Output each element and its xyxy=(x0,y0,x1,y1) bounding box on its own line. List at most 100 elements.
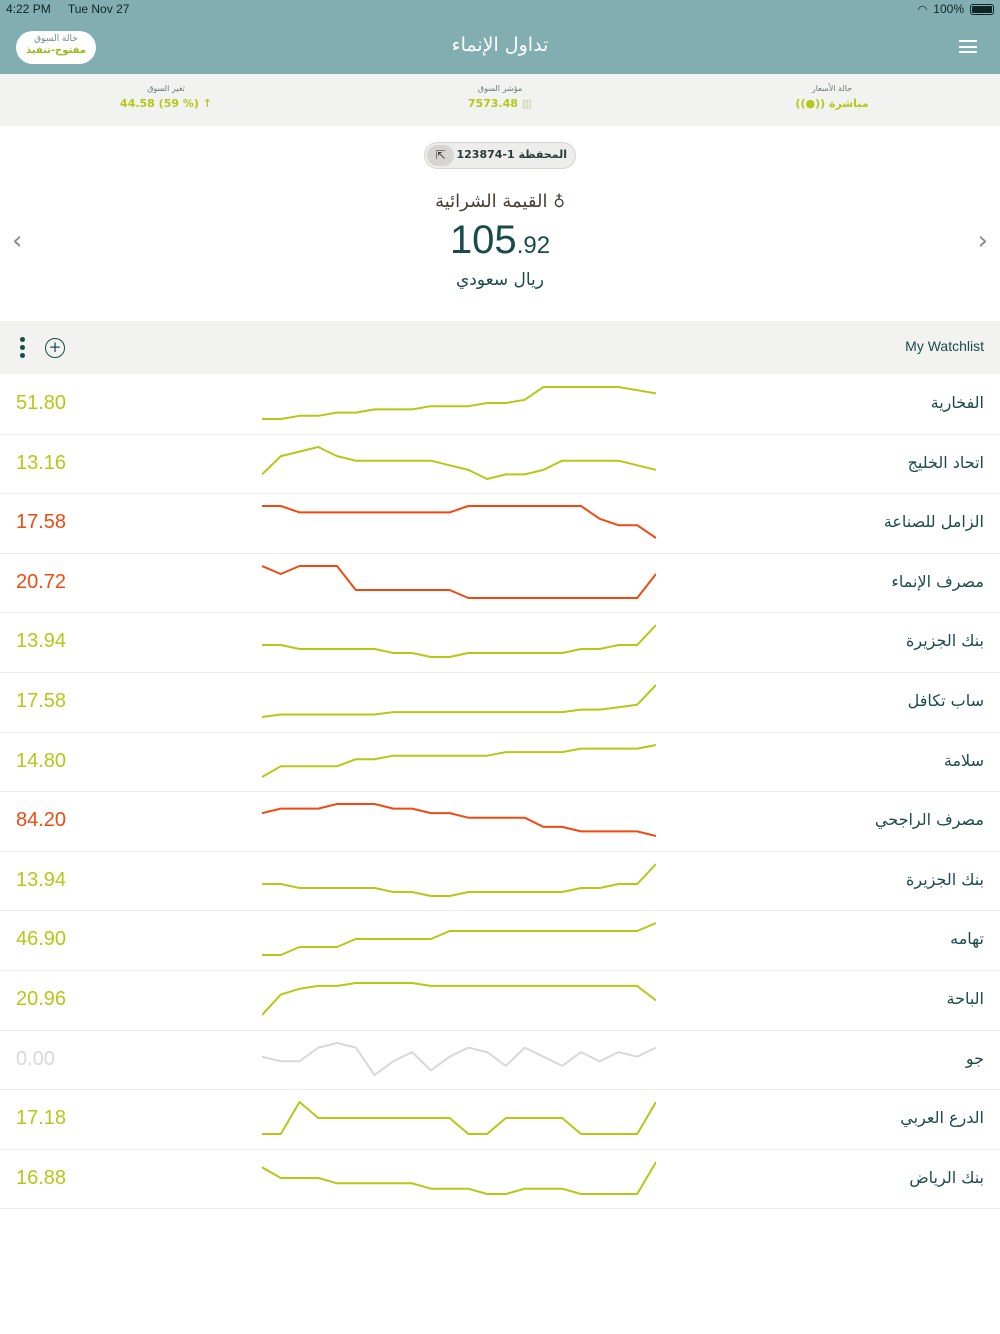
purchase-value-integer: 105 xyxy=(449,218,517,262)
market-status-pill[interactable]: حالة السوق مفتوح-تنفيذ xyxy=(16,31,96,64)
row-symbol-name: بنك الرياض xyxy=(909,1167,984,1187)
row-sparkline xyxy=(262,1041,656,1076)
status-time: 4:22 PM xyxy=(6,2,51,16)
row-sparkline xyxy=(262,803,656,838)
row-price: 13.94 xyxy=(16,630,67,653)
watchlist-row[interactable]: 13.94 بنك الجزيرة xyxy=(0,852,1000,912)
row-price: 13.16 xyxy=(16,451,67,474)
row-sparkline xyxy=(262,1161,656,1195)
market-status-value: مفتوح-تنفيذ xyxy=(26,45,86,56)
price-status-value: مباشرة xyxy=(828,97,869,110)
purchase-value-decimal: .92 xyxy=(516,232,551,259)
row-sparkline xyxy=(262,1101,656,1136)
sparkline-series xyxy=(262,386,656,420)
battery-percent: 100% xyxy=(933,2,964,16)
watchlist-row[interactable]: 13.16 اتحاد الخليج xyxy=(0,435,1000,495)
chevron-right-icon[interactable]: › xyxy=(977,226,988,256)
row-sparkline xyxy=(262,445,656,480)
price-status: حالة الأسعار ((●)) مباشرة xyxy=(752,84,912,110)
sparkline-series xyxy=(262,445,656,480)
row-symbol-name: جو xyxy=(965,1048,984,1068)
watchlist-row[interactable]: 17.58 ساب تكافل xyxy=(0,673,1000,733)
row-symbol-name: تهامه xyxy=(950,929,984,949)
watchlist-row[interactable]: 13.94 بنك الجزيرة xyxy=(0,613,1000,673)
sparkline-series xyxy=(262,803,656,838)
row-sparkline xyxy=(262,743,656,778)
sparkline-series xyxy=(262,981,656,1016)
sparkline-series xyxy=(262,564,656,599)
sparkline-series xyxy=(262,743,656,778)
watchlist-row[interactable]: 0.00 جو xyxy=(0,1031,1000,1091)
add-icon[interactable]: + xyxy=(45,338,65,358)
watchlist-row[interactable]: 84.20 مصرف الراجحي xyxy=(0,792,1000,852)
row-symbol-name: سلامة xyxy=(943,750,984,770)
watchlist-row[interactable]: 46.90 تهامه xyxy=(0,911,1000,971)
watchlist-title: My Watchlist xyxy=(905,338,984,354)
market-change-value: 44.58 (59 %) xyxy=(120,97,199,110)
row-price: 17.18 xyxy=(16,1107,67,1130)
sparkline-series xyxy=(262,684,656,718)
external-link-icon[interactable]: ⇱ xyxy=(427,145,454,166)
market-change: تغير السوق 44.58 (59 %) ↑ xyxy=(86,84,246,110)
row-sparkline xyxy=(262,684,656,718)
portfolio-label: المحفظة 1-123874 xyxy=(456,148,567,161)
sparkline-series xyxy=(262,505,656,540)
row-price: 17.58 xyxy=(16,689,67,712)
watchlist-row[interactable]: 51.80 الفخارية xyxy=(0,375,1000,435)
row-sparkline xyxy=(262,564,656,599)
status-bar-left: 4:22 PM Tue Nov 27 xyxy=(6,2,143,16)
sparkline-series xyxy=(262,1041,656,1076)
money-bag-icon: ♁ xyxy=(553,192,565,211)
kebab-icon[interactable] xyxy=(20,337,26,359)
row-price: 0.00 xyxy=(16,1047,55,1070)
row-symbol-name: مصرف الراجحي xyxy=(874,810,984,830)
row-sparkline xyxy=(262,981,656,1016)
wifi-icon: ◠ xyxy=(917,3,928,16)
sparkline-series xyxy=(262,1161,656,1195)
watchlist-row[interactable]: 14.80 سلامة xyxy=(0,733,1000,793)
row-symbol-name: الفخارية xyxy=(930,393,984,412)
chart-icon: ▥ xyxy=(521,97,533,110)
sparkline-series xyxy=(262,624,656,659)
price-status-label: حالة الأسعار xyxy=(811,84,853,93)
row-symbol-name: الزامل للصناعة xyxy=(883,512,984,532)
purchase-value-label: القيمة الشرائية xyxy=(435,191,548,212)
arrow-up-icon: ↑ xyxy=(202,97,212,110)
purchase-value: 105.92 xyxy=(0,218,1000,263)
row-price: 84.20 xyxy=(16,809,67,832)
row-symbol-name: الباحة xyxy=(946,988,985,1008)
row-sparkline xyxy=(262,863,656,897)
row-price: 20.72 xyxy=(16,570,67,593)
row-price: 13.94 xyxy=(16,868,67,891)
market-status-label: حالة السوق xyxy=(34,34,78,44)
row-sparkline xyxy=(262,505,656,540)
watchlist-row[interactable]: 17.58 الزامل للصناعة xyxy=(0,494,1000,554)
row-price: 14.80 xyxy=(16,749,67,772)
live-icon: ((●)) xyxy=(795,97,826,110)
watchlist-row[interactable]: 17.18 الدرع العربي xyxy=(0,1090,1000,1150)
row-price: 17.58 xyxy=(16,511,67,534)
status-bar-right: ◠ 100% xyxy=(918,2,994,16)
page-title: تداول الإنماء xyxy=(451,34,549,56)
battery-icon xyxy=(970,3,994,15)
watchlist-row[interactable]: 20.72 مصرف الإنماء xyxy=(0,554,1000,614)
watchlist-row[interactable]: 16.88 بنك الرياض xyxy=(0,1150,1000,1210)
purchase-value-heading: القيمة الشرائية ♁ xyxy=(0,191,1000,212)
sparkline-series xyxy=(262,863,656,897)
row-symbol-name: مصرف الإنماء xyxy=(891,571,984,591)
portfolio-selector[interactable]: ⇱ المحفظة 1-123874 xyxy=(424,142,576,169)
sparkline-series xyxy=(262,1101,656,1136)
row-sparkline xyxy=(262,922,656,957)
watchlist-header: + My Watchlist xyxy=(0,321,1000,374)
row-symbol-name: اتحاد الخليج xyxy=(907,452,984,472)
currency-label: ريال سعودي xyxy=(456,270,544,290)
watchlist-table: 51.80 الفخارية 13.16 اتحاد الخليج 17.58 الزام… xyxy=(0,375,1000,1210)
row-symbol-name: بنك الجزيرة xyxy=(906,869,984,889)
status-date: Tue Nov 27 xyxy=(67,2,130,16)
watchlist-row[interactable]: 20.96 الباحة xyxy=(0,971,1000,1031)
row-price: 46.90 xyxy=(16,928,67,951)
row-symbol-name: بنك الجزيرة xyxy=(906,631,984,651)
chevron-left-icon[interactable]: ‹ xyxy=(12,226,23,256)
row-price: 51.80 xyxy=(16,392,67,414)
menu-icon[interactable] xyxy=(959,40,977,53)
